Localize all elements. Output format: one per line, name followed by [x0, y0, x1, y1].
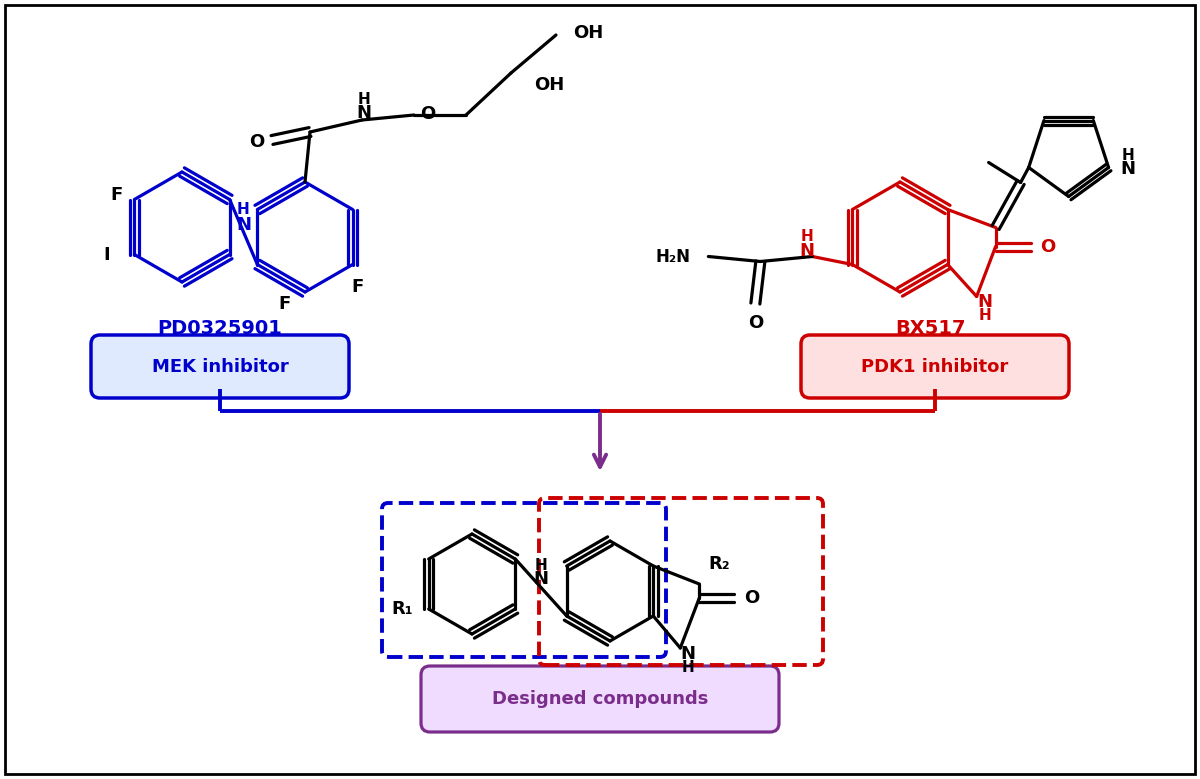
Text: H: H: [800, 229, 814, 244]
Text: Designed compounds: Designed compounds: [492, 690, 708, 708]
Text: N: N: [977, 292, 992, 311]
Text: H₂N: H₂N: [656, 248, 691, 266]
Text: H: H: [1121, 148, 1134, 163]
Text: N: N: [1120, 160, 1135, 178]
Text: N: N: [356, 104, 372, 122]
Text: MEK inhibitor: MEK inhibitor: [151, 358, 288, 376]
Text: O: O: [744, 589, 758, 607]
Text: N: N: [800, 241, 815, 259]
Text: F: F: [278, 295, 292, 313]
FancyBboxPatch shape: [802, 335, 1069, 398]
Text: F: F: [352, 277, 364, 295]
Text: H: H: [358, 91, 371, 107]
Text: O: O: [420, 105, 436, 123]
Text: O: O: [748, 313, 763, 332]
Text: O: O: [1040, 238, 1055, 256]
Text: R₂: R₂: [708, 555, 730, 573]
Text: H: H: [238, 203, 250, 217]
Text: H: H: [978, 308, 991, 323]
Text: O: O: [250, 133, 265, 151]
Text: I: I: [103, 245, 109, 263]
Text: PD0325901: PD0325901: [157, 319, 282, 339]
Text: N: N: [534, 570, 548, 588]
Text: OH: OH: [534, 76, 564, 94]
Text: H: H: [682, 660, 695, 675]
FancyBboxPatch shape: [91, 335, 349, 398]
Text: PDK1 inhibitor: PDK1 inhibitor: [862, 358, 1009, 376]
Text: F: F: [110, 185, 122, 203]
Text: N: N: [680, 645, 696, 663]
Text: OH: OH: [572, 24, 604, 42]
Text: BX517: BX517: [895, 319, 965, 339]
Text: N: N: [236, 216, 251, 234]
Text: R₁: R₁: [391, 600, 413, 618]
FancyBboxPatch shape: [421, 666, 779, 732]
Text: H: H: [535, 558, 547, 573]
